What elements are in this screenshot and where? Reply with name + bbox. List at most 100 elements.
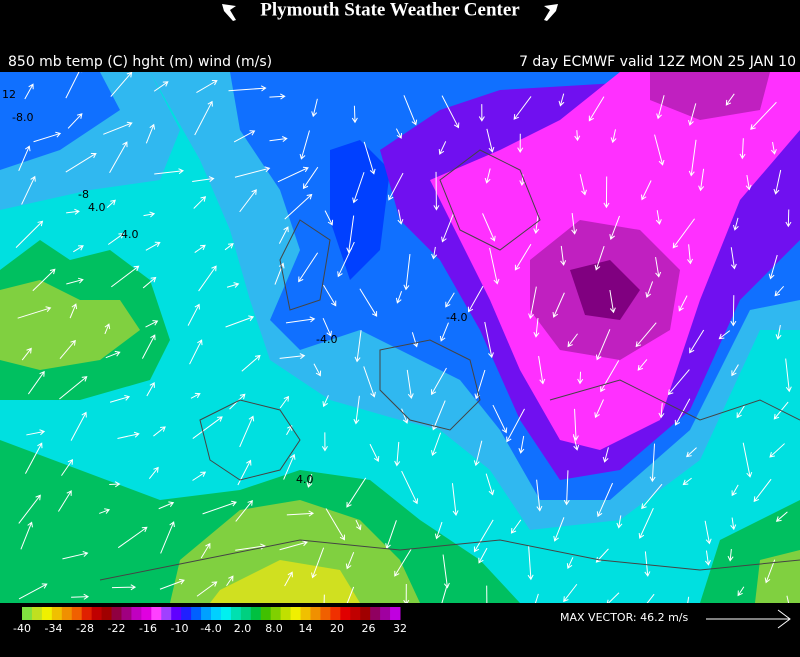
- wind-arrow: [641, 483, 663, 510]
- wind-arrow: [688, 103, 697, 126]
- wind-arrow: [538, 356, 546, 385]
- wind-arrow: [148, 466, 159, 479]
- wind-arrow: [600, 360, 620, 393]
- wind-arrow: [594, 245, 605, 271]
- colorbar-swatch: [71, 607, 83, 620]
- wind-arrow: [667, 369, 690, 396]
- wind-arrow: [403, 584, 410, 603]
- colorbar-label: 8.0: [265, 622, 283, 635]
- wind-arrow: [311, 98, 318, 118]
- wind-arrow: [739, 138, 746, 160]
- colorbar-swatch: [220, 607, 232, 620]
- wind-arrow: [596, 482, 614, 518]
- wind-arrow: [65, 152, 97, 173]
- wind-arrow: [603, 176, 610, 209]
- wind-arrow: [21, 347, 32, 361]
- wind-arrow: [602, 447, 609, 463]
- wind-arrow: [395, 291, 403, 304]
- wind-arrow: [32, 268, 56, 292]
- wind-arrow: [644, 551, 651, 577]
- wind-arrow: [533, 317, 540, 338]
- wind-arrow: [698, 168, 705, 192]
- wind-arrow: [388, 172, 404, 201]
- wind-arrow: [560, 245, 567, 266]
- wind-arrow: [228, 85, 267, 92]
- colorbar-swatch: [240, 607, 252, 620]
- colorbar-swatch: [370, 607, 381, 620]
- wind-arrow: [430, 367, 447, 396]
- wind-arrow: [736, 405, 745, 419]
- wind-arrow: [153, 81, 169, 92]
- wind-arrow: [322, 318, 332, 337]
- wind-arrow: [687, 244, 694, 265]
- colorbar-swatch: [31, 607, 43, 620]
- wind-arrow: [284, 571, 293, 587]
- wind-arrow: [351, 105, 358, 124]
- wind-arrow: [234, 166, 271, 178]
- wind-arrow: [70, 411, 87, 441]
- wind-arrow: [27, 370, 45, 395]
- wind-arrow: [484, 168, 491, 184]
- wind-arrow: [286, 424, 293, 436]
- wind-arrow: [775, 324, 782, 340]
- wind-arrow: [69, 303, 78, 319]
- colorbar-swatch: [350, 607, 361, 620]
- wind-arrow: [594, 399, 604, 419]
- wind-arrow: [241, 354, 261, 372]
- wind-arrow: [196, 80, 218, 93]
- colorbar-label: -4.0: [200, 622, 221, 635]
- wind-arrow: [528, 286, 537, 320]
- wind-arrow: [649, 443, 656, 483]
- wind-arrow: [194, 100, 213, 136]
- colorbar-label: 2.0: [234, 622, 252, 635]
- wind-arrow: [323, 594, 325, 603]
- wind-arrow: [192, 471, 207, 481]
- wind-arrow: [18, 494, 41, 524]
- colorbar-swatch: [131, 607, 142, 620]
- wind-arrow: [785, 209, 792, 228]
- wind-arrow: [514, 244, 532, 271]
- wind-arrow: [718, 330, 731, 340]
- wind-arrow: [146, 382, 155, 397]
- wind-arrow: [610, 129, 617, 144]
- wind-arrow: [745, 175, 752, 191]
- wind-arrow: [15, 220, 44, 248]
- colorbar-swatch: [111, 607, 122, 620]
- wind-arrow: [109, 481, 121, 488]
- colorbar-swatch: [41, 607, 53, 620]
- wind-arrow: [606, 592, 620, 603]
- wind-arrow: [769, 443, 785, 458]
- colorbar-label: -34: [45, 622, 63, 635]
- colorbar-swatch: [290, 607, 302, 620]
- wind-arrow: [117, 526, 148, 549]
- wind-arrow: [492, 404, 508, 434]
- wind-arrow: [574, 130, 581, 142]
- wind-arrow: [355, 519, 362, 531]
- wind-arrow: [536, 479, 543, 512]
- wind-arrow: [750, 101, 777, 130]
- wind-arrow: [737, 586, 745, 597]
- wind-arrow: [510, 519, 522, 534]
- wind-arrow: [346, 477, 367, 508]
- map: 12 -8.0 -8 4.0 4.0 -4.0 -4.0 4.0: [0, 72, 800, 603]
- wind-arrow: [577, 371, 584, 385]
- wind-arrow: [337, 241, 355, 278]
- wind-arrow: [235, 499, 253, 522]
- wind-arrow: [286, 510, 315, 517]
- wind-arrow: [517, 133, 524, 153]
- wind-arrow: [688, 139, 697, 177]
- wind-arrow: [637, 359, 648, 371]
- wind-arrow: [467, 285, 484, 313]
- wind-arrow: [154, 168, 185, 175]
- wind-arrow: [406, 369, 414, 400]
- wind-arrow: [579, 174, 587, 196]
- wind-arrow: [269, 136, 288, 143]
- colorbar-swatch: [320, 607, 331, 620]
- contour-label: -4.0: [446, 311, 467, 324]
- wind-arrow: [646, 593, 655, 603]
- colorbar-swatch: [22, 607, 33, 620]
- wind-arrow: [506, 408, 525, 443]
- wind-arrow: [682, 477, 692, 486]
- colorbar-swatch: [51, 607, 63, 620]
